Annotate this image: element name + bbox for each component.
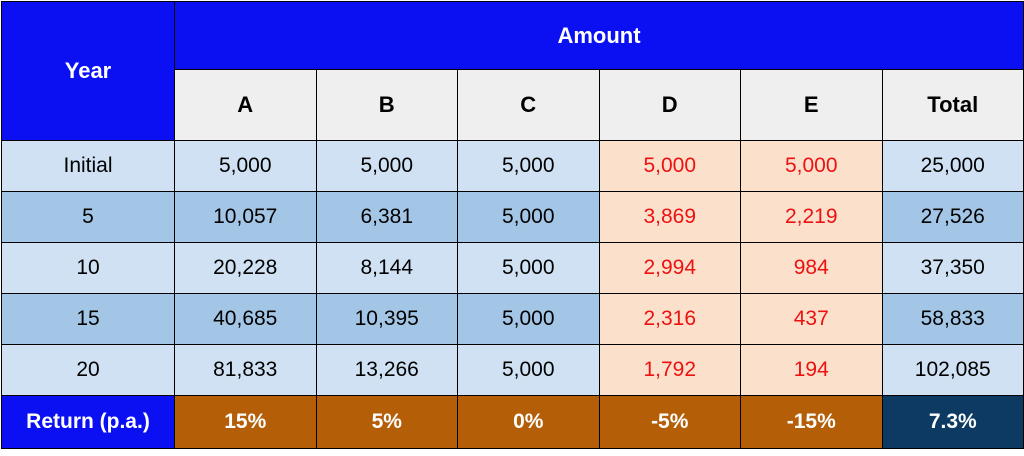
return-value-c: 0% <box>457 395 600 449</box>
value-cell: 3,869 <box>598 191 741 243</box>
value-cell: 5,000 <box>740 140 883 192</box>
column-header-a: A <box>174 69 317 141</box>
value-cell: 40,685 <box>174 293 317 345</box>
column-header-d: D <box>598 69 741 141</box>
value-cell: 5,000 <box>457 293 600 345</box>
total-cell: 102,085 <box>881 344 1024 396</box>
value-cell: 5,000 <box>315 140 458 192</box>
return-value-a: 15% <box>174 395 317 449</box>
value-cell: 2,994 <box>598 242 741 294</box>
return-value-e: -15% <box>740 395 883 449</box>
total-cell: 27,526 <box>881 191 1024 243</box>
return-value-b: 5% <box>315 395 458 449</box>
return-row: Return (p.a.) 15% 5% 0% -5% -15% 7.3% <box>1 395 1024 449</box>
year-cell: 5 <box>1 191 175 243</box>
value-cell: 81,833 <box>174 344 317 396</box>
year-cell: 10 <box>1 242 175 294</box>
total-cell: 58,833 <box>881 293 1024 345</box>
table-row: 15 40,685 10,395 5,000 2,316 437 58,833 <box>1 293 1024 345</box>
return-label: Return (p.a.) <box>1 395 175 449</box>
value-cell: 13,266 <box>315 344 458 396</box>
value-cell: 5,000 <box>598 140 741 192</box>
year-cell: 15 <box>1 293 175 345</box>
header-row-top: Year Amount <box>1 1 1024 141</box>
column-header-b: B <box>315 69 458 141</box>
value-cell: 6,381 <box>315 191 458 243</box>
table-row: Initial 5,000 5,000 5,000 5,000 5,000 25… <box>1 140 1024 192</box>
value-cell: 1,792 <box>598 344 741 396</box>
amount-header: Amount <box>174 1 1024 70</box>
table-row: 10 20,228 8,144 5,000 2,994 984 37,350 <box>1 242 1024 294</box>
value-cell: 984 <box>740 242 883 294</box>
value-cell: 5,000 <box>457 140 600 192</box>
year-header: Year <box>1 1 175 141</box>
value-cell: 194 <box>740 344 883 396</box>
return-value-d: -5% <box>598 395 741 449</box>
value-cell: 5,000 <box>457 242 600 294</box>
column-header-e: E <box>740 69 883 141</box>
value-cell: 20,228 <box>174 242 317 294</box>
return-value-total: 7.3% <box>881 395 1024 449</box>
year-cell: 20 <box>1 344 175 396</box>
value-cell: 2,219 <box>740 191 883 243</box>
value-cell: 10,057 <box>174 191 317 243</box>
total-cell: 37,350 <box>881 242 1024 294</box>
value-cell: 10,395 <box>315 293 458 345</box>
header-row-columns: A B C D E Total <box>2 69 1024 141</box>
value-cell: 5,000 <box>457 344 600 396</box>
total-cell: 25,000 <box>881 140 1024 192</box>
year-cell: Initial <box>1 140 175 192</box>
value-cell: 5,000 <box>174 140 317 192</box>
column-header-c: C <box>457 69 600 141</box>
value-cell: 5,000 <box>457 191 600 243</box>
column-header-total: Total <box>881 69 1024 141</box>
table-row: 5 10,057 6,381 5,000 3,869 2,219 27,526 <box>1 191 1024 243</box>
table-row: 20 81,833 13,266 5,000 1,792 194 102,085 <box>1 344 1024 396</box>
value-cell: 2,316 <box>598 293 741 345</box>
value-cell: 8,144 <box>315 242 458 294</box>
value-cell: 437 <box>740 293 883 345</box>
